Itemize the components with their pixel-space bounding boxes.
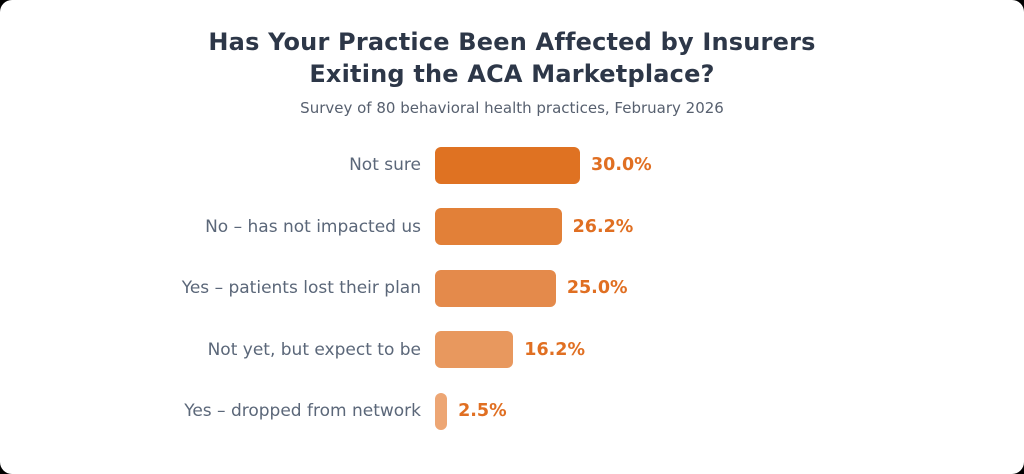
value-label: 2.5% [458,401,507,422]
bar-chart: Not sure 30.0% No – has not impacted us 26.… [0,134,1024,442]
bar [435,208,562,246]
bar-row: Yes – dropped from network 2.5% [0,380,1024,442]
category-label: Not yet, but expect to be [207,339,421,360]
category-label: Yes – dropped from network [184,401,421,422]
value-label: 30.0% [590,155,652,176]
bar [435,392,448,430]
bar [435,269,556,307]
value-label: 26.2% [572,216,634,237]
bar [435,146,580,184]
value-label: 16.2% [524,339,586,360]
chart-title: Has Your Practice Been Affected by Insur… [0,0,1024,90]
value-label: 25.0% [566,278,628,299]
chart-subtitle: Survey of 80 behavioral health practices… [300,99,724,118]
chart-title-line-1: Has Your Practice Been Affected by Insur… [208,28,816,56]
category-label: Not sure [349,155,421,176]
category-label: No – has not impacted us [205,216,421,237]
bar-row: No – has not impacted us 26.2% [0,196,1024,258]
chart-title-line-2: Exiting the ACA Marketplace? [309,59,715,88]
bar-row: Yes – patients lost their plan 25.0% [0,257,1024,319]
bar [435,331,514,369]
category-label: Yes – patients lost their plan [181,278,421,299]
bar-row: Not yet, but expect to be 16.2% [0,319,1024,381]
bar-row: Not sure 30.0% [0,134,1024,196]
